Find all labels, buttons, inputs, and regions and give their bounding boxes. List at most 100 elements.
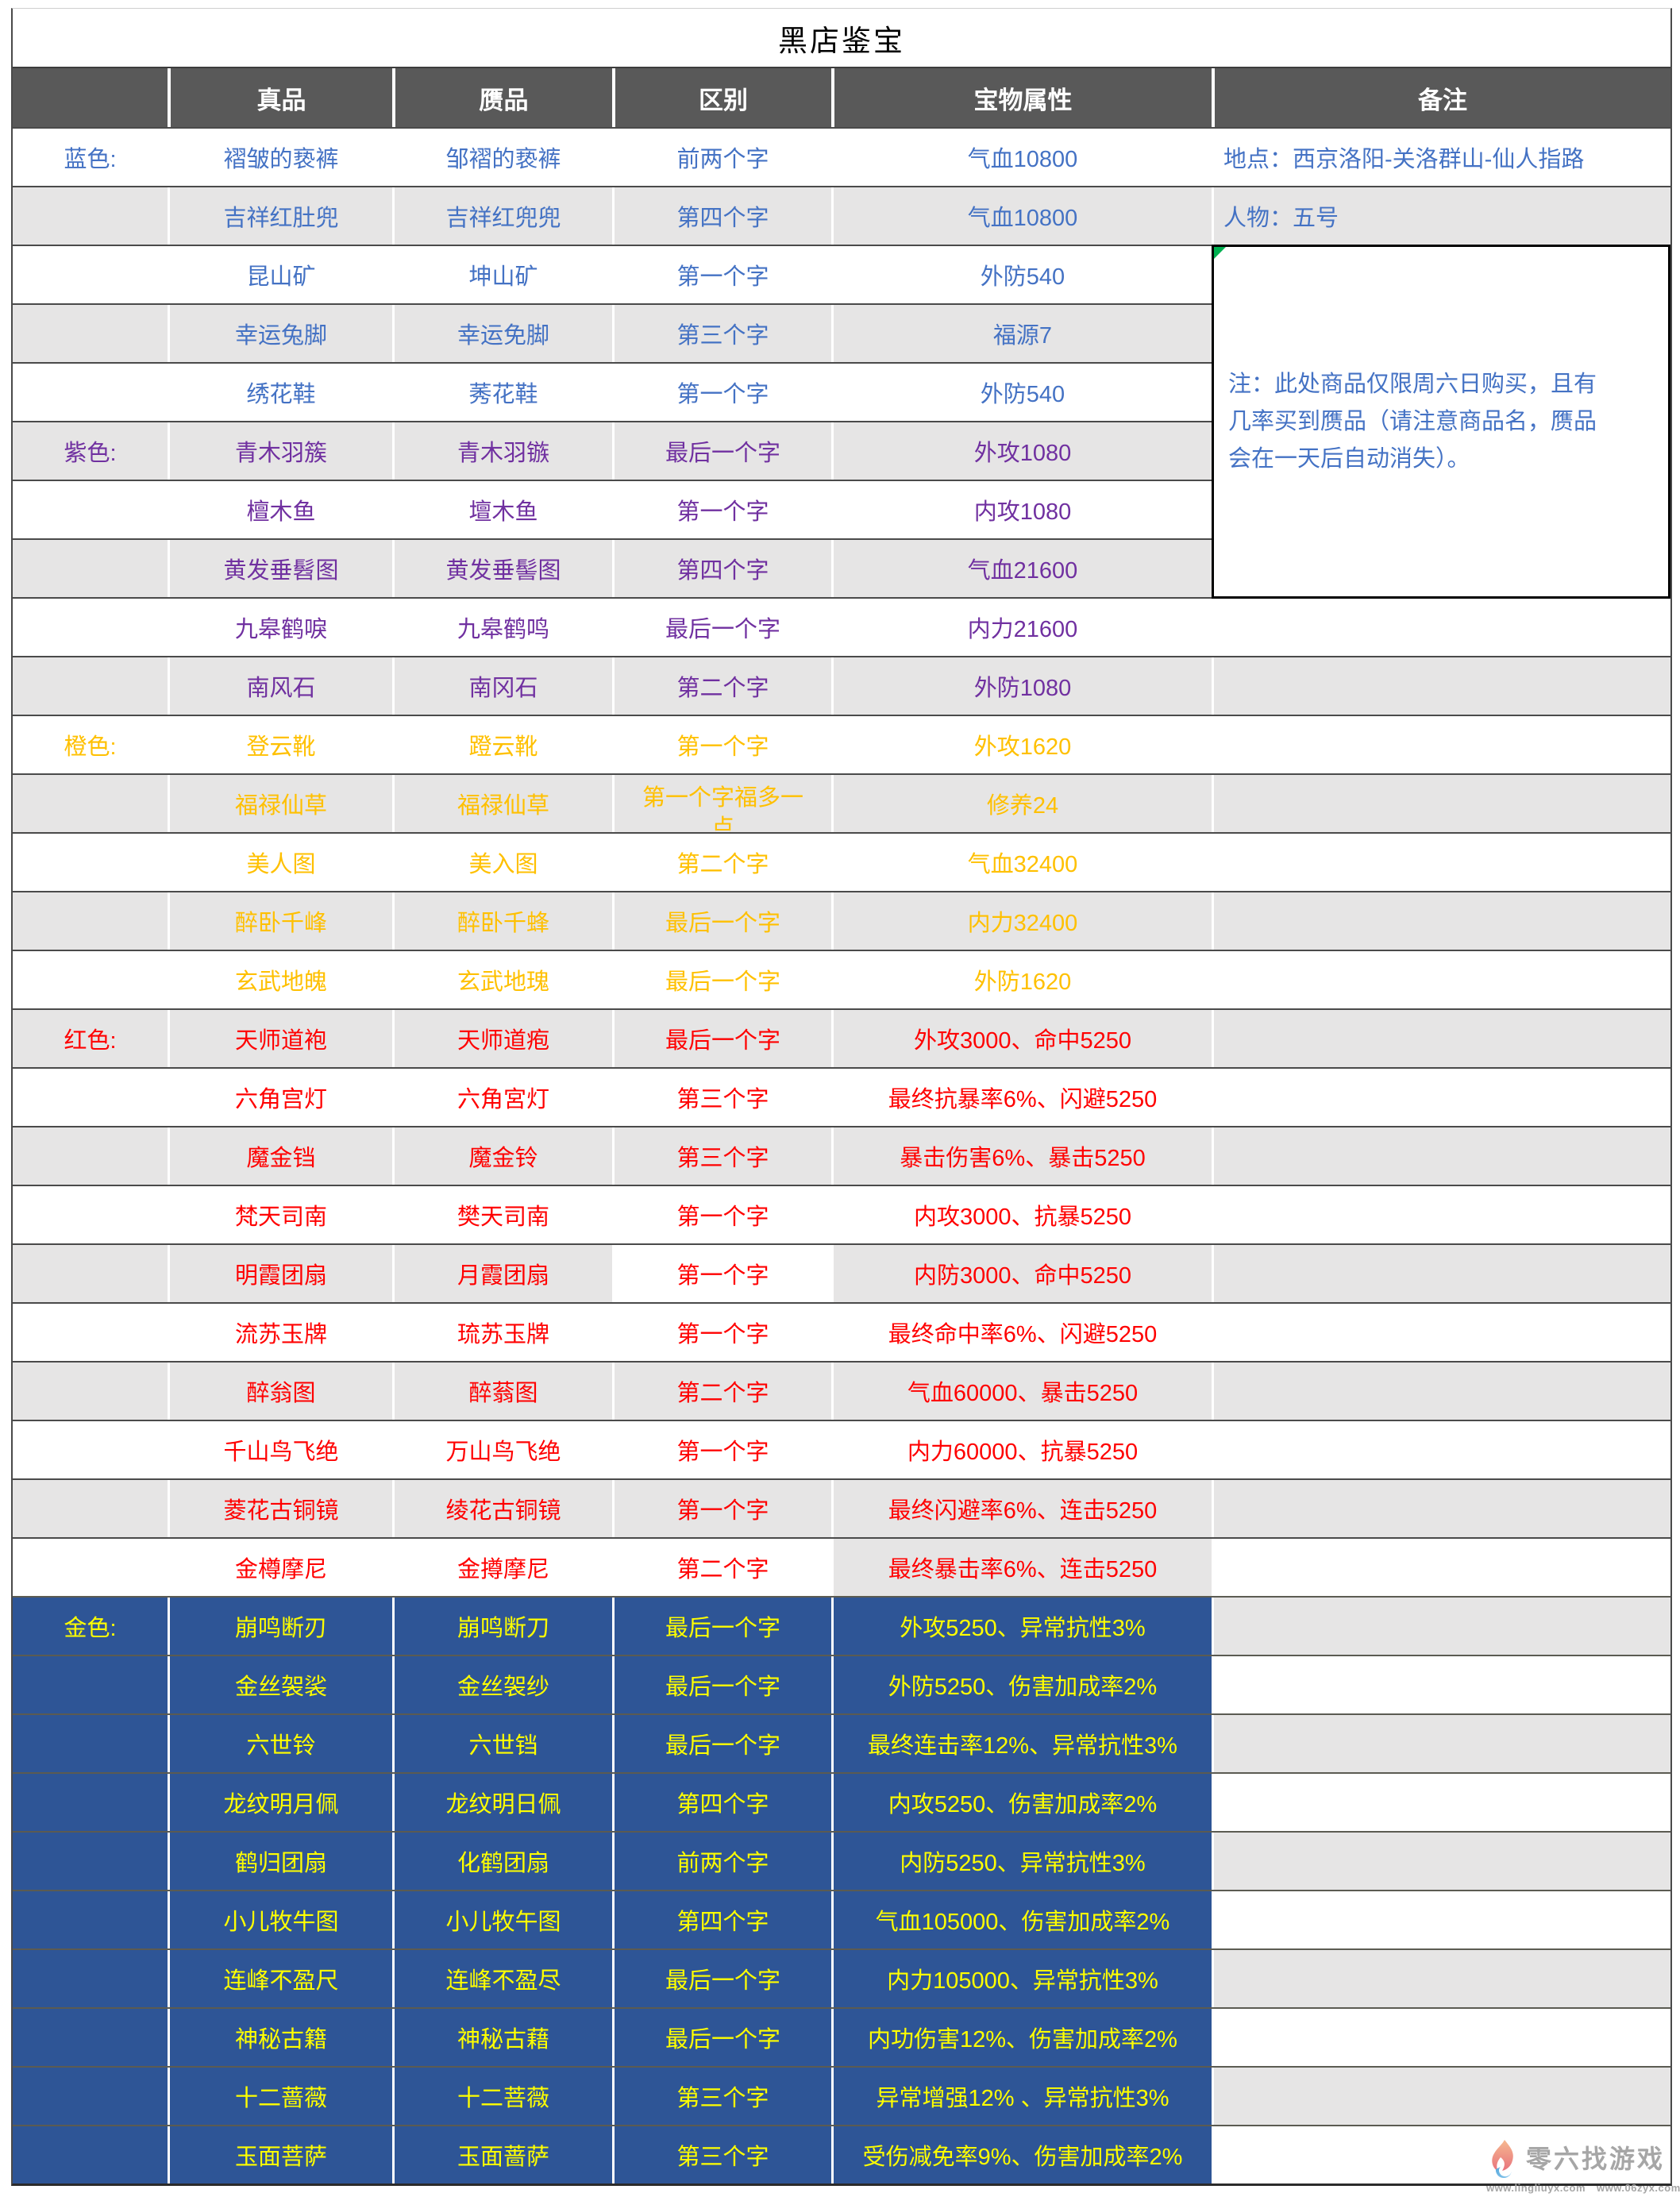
table-row: 蓝色: 褶皱的亵裤 邹褶的亵裤 前两个字 气血10800 地点：西京洛阳-关洛群山-仙人指… (13, 127, 1670, 186)
group-cell (13, 1245, 168, 1302)
fake-cell: 邹褶的亵裤 (392, 129, 612, 186)
attribute-cell: 气血10800 (831, 187, 1212, 245)
table-row: 玄武地魄 玄武地瑰 最后一个字 外防1620 (13, 950, 1670, 1008)
difference-cell: 第二个字 (612, 834, 831, 891)
fake-cell: 化鹤团扇 (392, 1833, 612, 1890)
fake-cell: 天师道疱 (392, 1010, 612, 1067)
attribute-cell: 最终抗暴率6%、闪避5250 (831, 1069, 1212, 1126)
fake-cell: 神秘古藉 (392, 2009, 612, 2066)
group-cell: 蓝色: (64, 147, 117, 172)
attribute-cell: 内攻5250、伤害加成率2% (831, 1774, 1212, 1831)
attribute-cell: 最终闪避率6%、连击5250 (831, 1480, 1212, 1537)
brand-name: 零六找游戏 (1526, 2145, 1666, 2173)
table-row: 红色: 天师道袍 天师道疱 最后一个字 外攻3000、命中5250 (13, 1008, 1670, 1067)
difference-cell: 最后一个字 (612, 892, 831, 950)
group-cell (13, 481, 168, 538)
note-cell (1212, 1245, 1670, 1302)
watermark-urls: www.lingliuyx.com www.06zyx.com (1486, 2182, 1680, 2194)
genuine-cell: 十二蔷薇 (168, 2068, 392, 2125)
group-cell (13, 1421, 168, 1478)
attribute-cell: 外防1080 (831, 657, 1212, 715)
difference-cell: 最后一个字 (612, 1010, 831, 1067)
fake-cell: 蹬云靴 (392, 716, 612, 773)
note-cell (1212, 2068, 1670, 2125)
attribute-cell: 最终命中率6%、闪避5250 (831, 1304, 1212, 1361)
fake-cell: 小儿牧午图 (392, 1891, 612, 1948)
attribute-cell: 外防540 (831, 246, 1212, 303)
attribute-cell: 内攻1080 (831, 481, 1212, 538)
attribute-cell: 最终暴击率6%、连击5250 (831, 1539, 1212, 1596)
genuine-cell: 檀木鱼 (168, 481, 392, 538)
note-cell: 地点：西京洛阳-关洛群山-仙人指路 (1212, 129, 1670, 186)
genuine-cell: 鹤归团扇 (168, 1833, 392, 1890)
attribute-cell: 外防5250、伤害加成率2% (831, 1656, 1212, 1713)
difference-cell: 第一个字 (612, 1421, 831, 1478)
attribute-cell: 受伤减免率9%、伤害加成率2% (831, 2126, 1212, 2184)
note-cell (1212, 1656, 1670, 1713)
purchase-note-box: 注：此处商品仅限周六日购买，且有几率买到赝品（请注意商品名，赝品会在一天后自动消… (1212, 245, 1670, 599)
genuine-cell: 福禄仙草 (168, 775, 392, 832)
attribute-cell: 外攻3000、命中5250 (831, 1010, 1212, 1067)
attribute-cell: 异常增强12% 、异常抗性3% (831, 2068, 1212, 2125)
table-row: 六世铃 六世铛 最后一个字 最终连击率12%、异常抗性3% (13, 1713, 1670, 1772)
table-row: 流苏玉牌 琉苏玉牌 第一个字 最终命中率6%、闪避5250 (13, 1302, 1670, 1361)
attribute-cell: 修养24 (831, 775, 1212, 832)
genuine-cell: 绣花鞋 (168, 364, 392, 421)
attribute-cell: 外防540 (831, 364, 1212, 421)
comment-flag-icon (1214, 247, 1226, 259)
table-row: 金丝袈裟 金丝袈纱 最后一个字 外防5250、伤害加成率2% (13, 1655, 1670, 1713)
difference-cell: 最后一个字 (612, 1950, 831, 2007)
group-cell: 橙色: (64, 734, 117, 760)
watermark: 零六找游戏 www.lingliuyx.com www.06zyx.com (1486, 2139, 1680, 2194)
fake-cell: 六角宮灯 (392, 1069, 612, 1126)
fake-cell: 崩鸣断刀 (392, 1598, 612, 1655)
genuine-cell: 流苏玉牌 (168, 1304, 392, 1361)
genuine-cell: 醉卧千峰 (168, 892, 392, 950)
group-cell (13, 1304, 168, 1361)
difference-cell: 第三个字 (612, 1127, 831, 1185)
attribute-cell: 内防5250、异常抗性3% (831, 1833, 1212, 1890)
difference-cell: 最后一个字 (612, 2009, 831, 2066)
genuine-cell: 龙纹明月佩 (168, 1774, 392, 1831)
difference-cell: 第三个字 (612, 1069, 831, 1126)
table-row: 鹤归团扇 化鹤团扇 前两个字 内防5250、异常抗性3% (13, 1831, 1670, 1890)
group-cell (13, 599, 168, 656)
fake-cell: 十二菩薇 (392, 2068, 612, 2125)
difference-cell: 第一个字 (612, 1186, 831, 1243)
attribute-cell: 气血10800 (831, 129, 1212, 186)
note-cell: 人物：五号 (1212, 187, 1670, 245)
page-title: 黑店鉴宝 (13, 9, 1670, 67)
table-row: 菱花古铜镜 绫花古铜镜 第一个字 最终闪避率6%、连击5250 (13, 1478, 1670, 1537)
note-cell (1212, 2126, 1670, 2184)
purchase-note-text: 注：此处商品仅限周六日购买，且有几率买到赝品（请注意商品名，赝品会在一天后自动消… (1228, 371, 1597, 472)
note-cell (1212, 599, 1670, 656)
difference-cell: 第四个字 (612, 187, 831, 245)
genuine-cell: 金樽摩尼 (168, 1539, 392, 1596)
table-row: 金樽摩尼 金撙摩尼 第二个字 最终暴击率6%、连击5250 (13, 1537, 1670, 1596)
fake-cell: 莠花鞋 (392, 364, 612, 421)
fake-cell: 樊天司南 (392, 1186, 612, 1243)
difference-cell: 最后一个字 (612, 422, 831, 480)
group-cell (13, 1891, 168, 1948)
note-cell (1212, 1833, 1670, 1890)
table-body: 蓝色: 褶皱的亵裤 邹褶的亵裤 前两个字 气血10800 地点：西京洛阳-关洛群山-仙人指… (13, 127, 1670, 2184)
genuine-cell: 魔金铛 (168, 1127, 392, 1185)
genuine-cell: 黄发垂髫图 (168, 540, 392, 597)
difference-cell: 前两个字 (612, 129, 831, 186)
genuine-cell: 九皋鹤唳 (168, 599, 392, 656)
difference-cell: 第四个字 (612, 1891, 831, 1948)
table-row: 醉卧千峰 醉卧千蜂 最后一个字 内力32400 (13, 891, 1670, 950)
attribute-cell: 内功伤害12%、伤害加成率2% (831, 2009, 1212, 2066)
header-group (13, 68, 168, 127)
note-cell (1212, 1950, 1670, 2007)
fake-cell: 魔金铃 (392, 1127, 612, 1185)
group-cell (13, 657, 168, 715)
group-cell: 金色: (13, 1598, 168, 1655)
fake-cell: 万山鸟飞绝 (392, 1421, 612, 1478)
group-cell: 红色: (13, 1010, 168, 1067)
genuine-cell: 金丝袈裟 (168, 1656, 392, 1713)
note-cell (1212, 1186, 1670, 1243)
attribute-cell: 外攻5250、异常抗性3% (831, 1598, 1212, 1655)
group-cell (13, 1950, 168, 2007)
header-fake: 赝品 (392, 68, 612, 127)
